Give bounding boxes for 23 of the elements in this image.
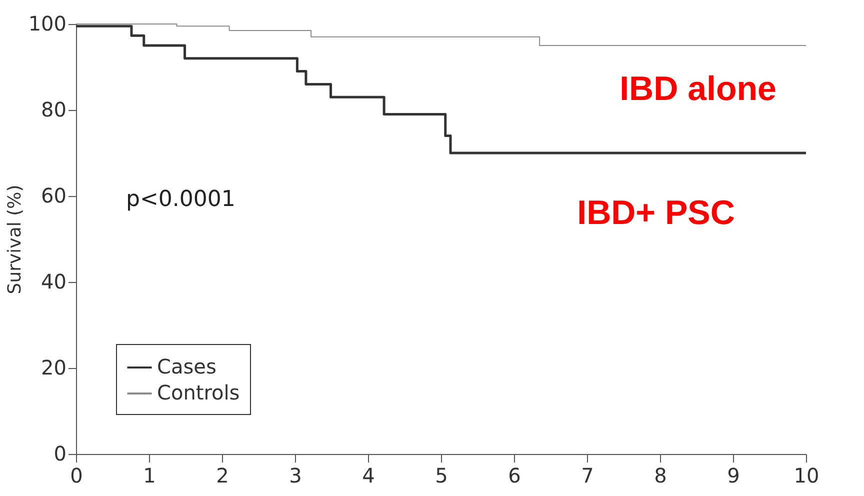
y-tick-label: 100 (28, 12, 66, 36)
y-tick-label: 20 (41, 356, 66, 380)
x-tick-label: 5 (435, 464, 448, 488)
y-axis-title: Survival (%) (4, 184, 26, 294)
legend-label: Controls (157, 380, 240, 404)
annotation: p<0.0001 (126, 187, 236, 212)
y-tick-label: 40 (41, 270, 66, 294)
x-tick-label: 4 (362, 464, 375, 488)
legend-label: Cases (157, 354, 216, 378)
y-tick-label: 80 (41, 98, 66, 122)
x-tick-label: 6 (508, 464, 521, 488)
x-tick-label: 7 (581, 464, 594, 488)
annotation: IBD+ PSC (577, 194, 735, 232)
x-tick-label: 9 (727, 464, 740, 488)
annotation: IBD alone (620, 70, 776, 108)
x-tick-label: 3 (289, 464, 302, 488)
x-tick-label: 8 (654, 464, 667, 488)
x-tick-label: 0 (70, 464, 83, 488)
x-tick-label: 10 (794, 464, 820, 488)
y-tick-label: 0 (54, 442, 66, 466)
x-tick-label: 2 (216, 464, 229, 488)
x-tick-label: 1 (143, 464, 156, 488)
y-tick-label: 60 (41, 184, 66, 208)
